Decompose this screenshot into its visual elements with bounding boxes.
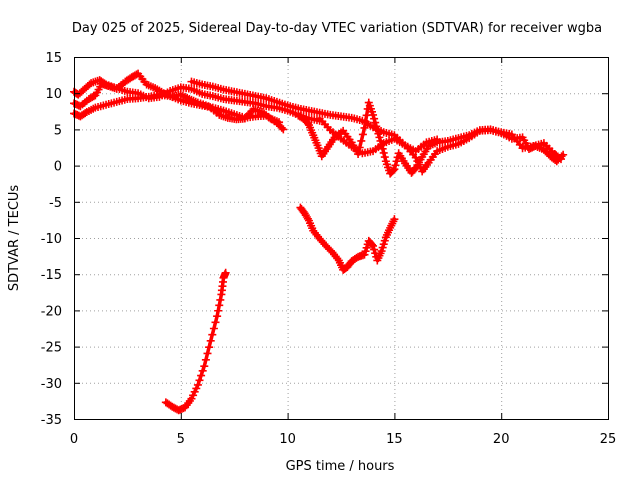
data-point-marker [371, 118, 380, 127]
data-point-marker [203, 349, 212, 358]
data-point-marker [390, 215, 399, 224]
data-point-marker [557, 152, 566, 161]
data-point-marker [201, 355, 210, 364]
data-point-marker [213, 312, 222, 321]
data-point-marker [211, 318, 220, 327]
data-point-marker [216, 295, 225, 304]
data-point-marker [277, 123, 286, 132]
data-point-marker [369, 110, 378, 119]
y-tick-label: -5 [49, 196, 62, 211]
y-tick-label: 15 [45, 51, 62, 66]
data-point-marker [206, 336, 215, 345]
x-tick-label: 25 [600, 432, 617, 447]
data-point-marker [214, 306, 223, 315]
grid [74, 57, 608, 419]
data-point-marker [373, 126, 382, 135]
series-arc-3 [70, 76, 324, 125]
y-tick-label: 5 [54, 123, 62, 138]
series-arc-6 [315, 114, 568, 176]
data-point-marker [197, 371, 206, 380]
data-point-marker [375, 133, 384, 142]
y-axis-label: SDTVAR / TECUs [7, 185, 22, 292]
data-point-marker [303, 214, 312, 223]
x-tick-label: 0 [70, 432, 78, 447]
data-point-marker [215, 301, 224, 310]
x-tick-label: 10 [279, 432, 296, 447]
data-point-marker [193, 380, 202, 389]
data-point-marker [195, 376, 204, 385]
data-point-marker [275, 118, 284, 127]
y-tick-label: -25 [41, 341, 62, 356]
y-tick-label: -10 [41, 232, 62, 247]
y-tick-label: 10 [45, 87, 62, 102]
data-point-marker [390, 165, 399, 174]
data-point-marker [367, 240, 376, 249]
data-point-marker [392, 157, 401, 166]
data-point-marker [221, 268, 230, 277]
series-arc-8 [161, 268, 230, 415]
data-point-marker [370, 114, 379, 123]
data-point-marker [391, 161, 400, 170]
data-point-marker [374, 129, 383, 138]
data-point-marker [209, 324, 218, 333]
y-tick-label: -35 [41, 413, 62, 428]
data-point-marker [361, 117, 370, 126]
data-point-marker [208, 330, 217, 339]
data-point-marker [132, 70, 141, 79]
series-arc-7 [296, 203, 399, 274]
y-tick-label: -20 [41, 304, 62, 319]
data-point-marker [279, 125, 288, 134]
data-point-marker [205, 343, 214, 352]
data-point-marker [559, 150, 568, 159]
data-point-marker [369, 241, 378, 250]
data-point-marker [200, 362, 209, 371]
series-layer [70, 69, 568, 415]
x-tick-label: 20 [493, 432, 510, 447]
x-tick-label: 5 [177, 432, 185, 447]
data-point-marker [389, 166, 398, 175]
axis-ticks: 0 5 10 15 20 25 15 10 5 0 -5 -10 -15 -20 -25 -30 -35 [41, 51, 617, 447]
data-point-marker [198, 366, 207, 375]
data-point-marker [380, 153, 389, 162]
data-point-marker [360, 123, 369, 132]
x-axis-label: GPS time / hours [286, 459, 395, 474]
x-tick-label: 15 [386, 432, 403, 447]
y-tick-label: -15 [41, 268, 62, 283]
data-point-marker [358, 130, 367, 139]
data-point-marker [379, 148, 388, 157]
data-point-marker [370, 245, 379, 254]
data-point-marker [357, 136, 366, 145]
y-tick-label: 0 [54, 160, 62, 175]
data-point-marker [372, 122, 381, 131]
data-point-marker [100, 79, 109, 88]
y-tick-label: -30 [41, 377, 62, 392]
chart-title: Day 025 of 2025, Sidereal Day-to-day VTE… [72, 21, 602, 36]
